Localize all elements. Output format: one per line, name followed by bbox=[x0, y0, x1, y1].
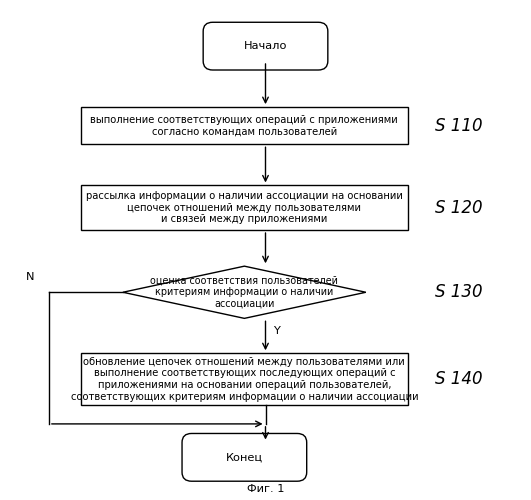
Text: S 130: S 130 bbox=[434, 284, 482, 302]
Text: S 120: S 120 bbox=[434, 198, 482, 216]
FancyBboxPatch shape bbox=[182, 434, 307, 481]
Polygon shape bbox=[123, 266, 366, 318]
Text: оценка соответствия пользователей
критериям информации о наличии
ассоциации: оценка соответствия пользователей критер… bbox=[150, 276, 338, 309]
Text: Конец: Конец bbox=[226, 452, 263, 462]
FancyBboxPatch shape bbox=[203, 22, 328, 70]
Text: N: N bbox=[26, 272, 35, 282]
Text: S 140: S 140 bbox=[434, 370, 482, 388]
Text: обновление цепочек отношений между пользователями или
выполнение соответствующих: обновление цепочек отношений между польз… bbox=[71, 357, 418, 402]
Text: рассылка информации о наличии ассоциации на основании
цепочек отношений между по: рассылка информации о наличии ассоциации… bbox=[86, 191, 403, 224]
Bar bbox=[81, 107, 408, 144]
Text: Начало: Начало bbox=[244, 41, 287, 51]
Bar bbox=[81, 186, 408, 230]
Bar bbox=[81, 353, 408, 406]
Text: Y: Y bbox=[273, 326, 280, 336]
Text: S 110: S 110 bbox=[434, 116, 482, 134]
Text: Фиг. 1: Фиг. 1 bbox=[247, 484, 284, 494]
Text: выполнение соответствующих операций с приложениями
согласно командам пользовател: выполнение соответствующих операций с пр… bbox=[90, 115, 398, 136]
